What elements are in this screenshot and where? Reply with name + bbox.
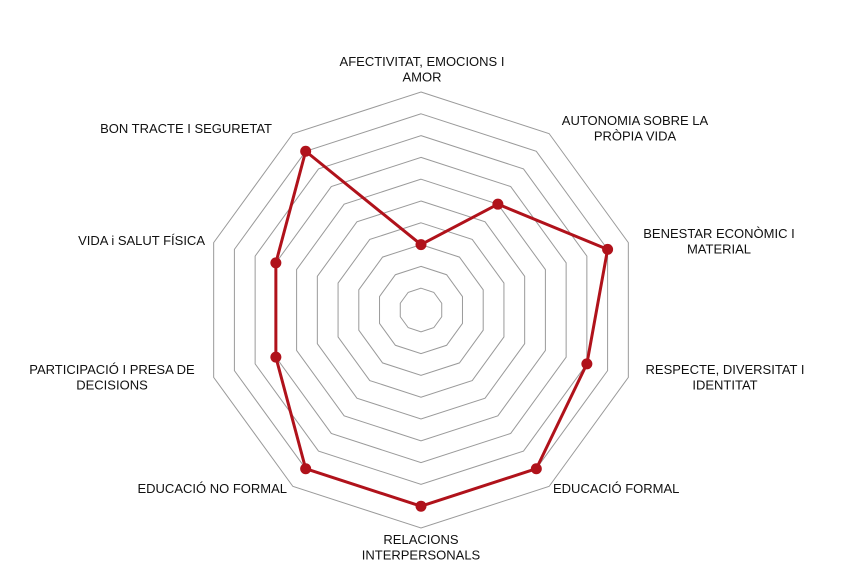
axis-label: RELACIONS INTERPERSONALS: [362, 532, 481, 563]
grid-ring: [379, 265, 463, 355]
axis-label: VIDA i SALUT FÍSICA: [78, 233, 205, 248]
axis-label-line: PRÒPIA VIDA: [594, 129, 677, 144]
data-point: [530, 463, 542, 475]
axis-label: AFECTIVITAT, EMOCIONS I AMOR: [340, 54, 505, 85]
grid-ring: [337, 222, 505, 398]
axis-label-line: BENESTAR ECONÒMIC I: [643, 226, 794, 241]
series: [270, 145, 614, 512]
axis-labels: AFECTIVITAT, EMOCIONS I AMOR AUTONOMIA SOB…: [29, 54, 804, 563]
axis-label-line: PARTICIPACIÓ I PRESA DE: [29, 362, 195, 377]
axis-label-line: EDUCACIÓ NO FORMAL: [137, 481, 287, 496]
grid-ring: [254, 135, 588, 485]
data-point: [300, 463, 312, 475]
grid-ring: [316, 200, 526, 420]
axis-label-line: AFECTIVITAT, EMOCIONS I: [340, 54, 505, 69]
axis-label: EDUCACIÓ NO FORMAL: [137, 481, 287, 496]
axis-label: BON TRACTE I SEGURETAT: [100, 121, 272, 136]
axis-label-line: AMOR: [403, 70, 442, 85]
grid-ring: [358, 244, 484, 376]
axis-label: BENESTAR ECONÒMIC I MATERIAL: [643, 226, 794, 257]
axis-label: EDUCACIÓ FORMAL: [553, 481, 679, 496]
axis-label-line: IDENTITAT: [692, 378, 757, 393]
data-point: [300, 145, 312, 157]
data-point: [492, 198, 504, 210]
axis-label-line: MATERIAL: [687, 242, 751, 257]
axis-label-line: VIDA i SALUT FÍSICA: [78, 233, 205, 248]
grid-ring: [296, 178, 546, 442]
axis-label-line: BON TRACTE I SEGURETAT: [100, 121, 272, 136]
data-point: [415, 500, 427, 512]
data-point: [581, 358, 593, 370]
grid-ring: [399, 287, 443, 333]
axis-label-line: AUTONOMIA SOBRE LA: [562, 113, 709, 128]
axis-label: PARTICIPACIÓ I PRESA DE DECISIONS: [29, 362, 195, 393]
axis-label-line: EDUCACIÓ FORMAL: [553, 481, 679, 496]
data-point: [415, 239, 427, 251]
data-point: [270, 257, 282, 269]
axis-label-line: RESPECTE, DIVERSITAT I: [646, 362, 805, 377]
axis-label-line: INTERPERSONALS: [362, 548, 481, 563]
axis-label: RESPECTE, DIVERSITAT I IDENTITAT: [646, 362, 805, 393]
grid-ring: [213, 91, 629, 529]
grid-ring: [275, 156, 567, 464]
axis-label-line: DECISIONS: [76, 378, 148, 393]
grid-ring: [233, 113, 609, 507]
axis-label: AUTONOMIA SOBRE LA PRÒPIA VIDA: [562, 113, 709, 144]
axis-label-line: RELACIONS: [383, 532, 458, 547]
data-point: [602, 243, 614, 255]
data-point: [270, 351, 282, 363]
